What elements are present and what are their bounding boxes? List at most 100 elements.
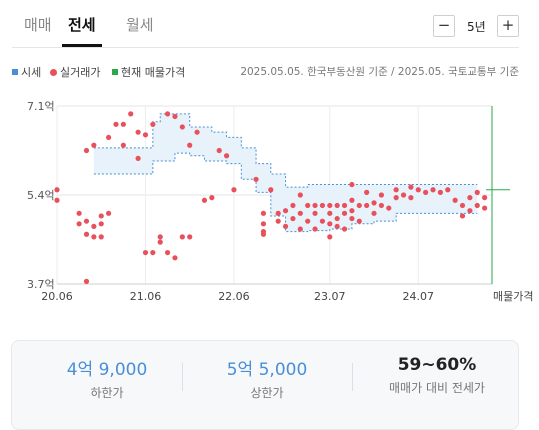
transaction-point bbox=[275, 218, 281, 224]
transaction-point bbox=[187, 142, 193, 148]
transaction-point bbox=[98, 221, 104, 227]
transaction-point bbox=[482, 195, 488, 201]
transaction-point bbox=[437, 189, 443, 195]
summary-value: 4억 9,000 bbox=[66, 360, 148, 380]
period-increase-button[interactable]: + bbox=[497, 15, 519, 37]
transaction-point bbox=[482, 205, 488, 211]
summary-ratio: 59~60% 매매가 대비 전세가 bbox=[362, 341, 512, 396]
x-tick-label: 20.06 bbox=[41, 290, 73, 303]
transaction-point bbox=[378, 192, 385, 198]
transaction-point bbox=[341, 226, 348, 232]
transaction-point bbox=[371, 200, 377, 206]
transaction-point bbox=[83, 147, 90, 154]
transaction-point bbox=[327, 221, 333, 227]
legend-square-icon bbox=[112, 69, 118, 75]
transaction-point bbox=[312, 226, 318, 232]
transaction-point bbox=[91, 234, 97, 240]
legend-label: 실거래가 bbox=[60, 66, 101, 79]
transaction-point bbox=[172, 113, 178, 120]
transaction-point bbox=[305, 202, 311, 209]
transaction-point bbox=[54, 197, 60, 203]
transaction-point bbox=[260, 210, 267, 216]
transaction-point bbox=[467, 195, 473, 201]
transaction-point bbox=[356, 202, 362, 209]
tab-jeonse[interactable]: 전세 bbox=[68, 16, 96, 34]
x-tick-label: 23.07 bbox=[314, 290, 346, 303]
transaction-point bbox=[260, 221, 267, 227]
transaction-point bbox=[179, 234, 185, 240]
transaction-point bbox=[341, 210, 348, 216]
transaction-point bbox=[83, 231, 90, 237]
transaction-point bbox=[467, 208, 473, 214]
summary-value: 5억 5,000 bbox=[226, 360, 308, 380]
transaction-point bbox=[164, 249, 171, 256]
band-lower-line bbox=[93, 152, 478, 233]
y-tick-label: 3.7억 bbox=[27, 278, 55, 291]
period-value: 5년 bbox=[467, 20, 486, 34]
transaction-point bbox=[209, 195, 215, 201]
transaction-point bbox=[76, 221, 82, 227]
transaction-point bbox=[201, 197, 208, 203]
transaction-point bbox=[282, 208, 289, 214]
summary-upper-bound: 5억 5,000 상한가 bbox=[192, 341, 342, 401]
active-tab-indicator bbox=[62, 44, 102, 47]
transaction-point bbox=[76, 210, 82, 216]
x-tick-label: 21.06 bbox=[130, 290, 162, 303]
legend-label: 시세 bbox=[21, 66, 42, 79]
summary-divider bbox=[182, 363, 183, 391]
transaction-point bbox=[423, 189, 429, 195]
x-tick-label: 24.07 bbox=[403, 290, 435, 303]
transaction-point bbox=[378, 202, 385, 209]
x-tick-label-current: 매물가격 bbox=[493, 290, 533, 303]
legend-label: 현재 매물가격 bbox=[121, 66, 186, 79]
transaction-point bbox=[231, 187, 237, 193]
summary-lower-bound: 4억 9,000 하한가 bbox=[32, 341, 182, 401]
period-decrease-button[interactable]: − bbox=[433, 15, 455, 37]
transaction-point bbox=[282, 223, 289, 230]
transaction-point bbox=[83, 218, 90, 224]
transaction-point bbox=[459, 202, 466, 209]
transaction-point bbox=[386, 205, 392, 211]
transaction-point bbox=[408, 195, 414, 201]
price-summary-panel: 4억 9,000 하한가 5억 5,000 상한가 59~60% 매매가 대비 … bbox=[11, 340, 519, 430]
y-tick-label: 5.4억 bbox=[27, 189, 55, 202]
transaction-point bbox=[297, 210, 303, 216]
legend-item-current-listing: 현재 매물가격 bbox=[112, 64, 185, 80]
transaction-point bbox=[106, 210, 112, 216]
tab-monthly-rent[interactable]: 월세 bbox=[126, 16, 154, 34]
legend-square-icon bbox=[12, 69, 18, 75]
transaction-point bbox=[408, 184, 414, 190]
transaction-point bbox=[120, 121, 126, 127]
transaction-point bbox=[54, 187, 60, 193]
transaction-point bbox=[98, 234, 104, 240]
transaction-point bbox=[275, 210, 281, 216]
data-source-note: 2025.05.05. 한국부동산원 기준 / 2025.05. 국토교통부 기… bbox=[240, 66, 519, 78]
transaction-point bbox=[98, 213, 104, 219]
transaction-point bbox=[400, 192, 407, 198]
transaction-point bbox=[128, 111, 134, 117]
transaction-point bbox=[150, 121, 156, 127]
summary-label: 상한가 bbox=[250, 386, 284, 400]
legend-circle-icon bbox=[50, 68, 57, 76]
transaction-point bbox=[135, 155, 141, 161]
transaction-point bbox=[157, 239, 163, 245]
transaction-point bbox=[452, 197, 458, 203]
transaction-point bbox=[349, 181, 355, 188]
transaction-point bbox=[142, 132, 149, 138]
transaction-point bbox=[164, 111, 171, 117]
transaction-point bbox=[83, 278, 90, 284]
transaction-point bbox=[371, 210, 377, 216]
transaction-point bbox=[194, 129, 200, 135]
transaction-point bbox=[91, 142, 97, 148]
transaction-point bbox=[91, 223, 97, 230]
transaction-point bbox=[327, 202, 333, 209]
transaction-point bbox=[106, 134, 112, 141]
summary-label: 하한가 bbox=[90, 386, 124, 400]
tab-sale[interactable]: 매매 bbox=[24, 16, 52, 34]
transaction-point bbox=[327, 234, 333, 240]
transaction-point bbox=[290, 215, 296, 222]
legend-item-actual-transactions: 실거래가 bbox=[50, 64, 100, 80]
transaction-point bbox=[290, 202, 296, 209]
summary-label: 매매가 대비 전세가 bbox=[389, 381, 485, 395]
transaction-point bbox=[474, 189, 480, 195]
